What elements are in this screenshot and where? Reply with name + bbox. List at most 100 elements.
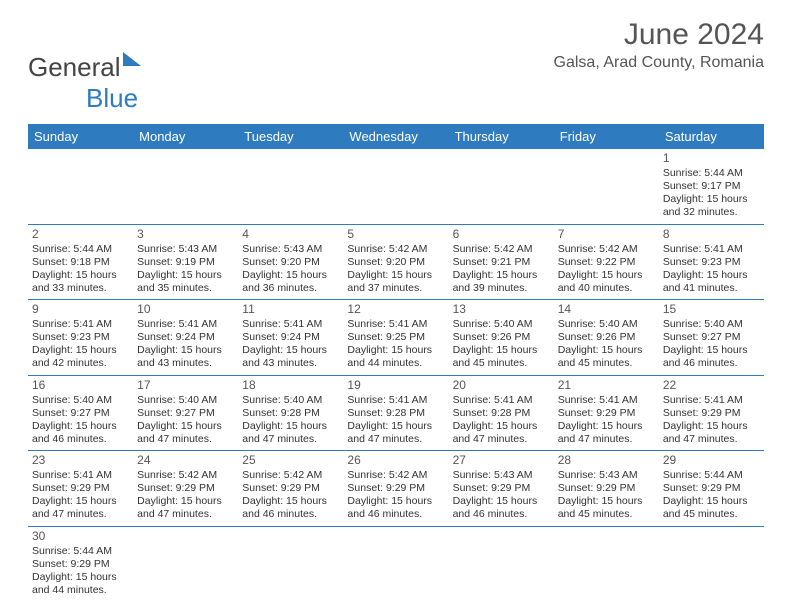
sunrise-text: Sunrise: 5:44 AM bbox=[663, 167, 760, 180]
daylight-text: Daylight: 15 hours and 44 minutes. bbox=[347, 344, 444, 370]
weekday-header: Monday bbox=[133, 124, 238, 149]
day-number: 16 bbox=[32, 378, 129, 393]
sunrise-text: Sunrise: 5:42 AM bbox=[137, 469, 234, 482]
sunset-text: Sunset: 9:24 PM bbox=[137, 331, 234, 344]
sunrise-text: Sunrise: 5:42 AM bbox=[347, 243, 444, 256]
sunset-text: Sunset: 9:29 PM bbox=[242, 482, 339, 495]
calendar-cell: 6Sunrise: 5:42 AMSunset: 9:21 PMDaylight… bbox=[449, 224, 554, 300]
calendar-cell bbox=[238, 526, 343, 601]
daylight-text: Daylight: 15 hours and 47 minutes. bbox=[137, 495, 234, 521]
sunset-text: Sunset: 9:21 PM bbox=[453, 256, 550, 269]
sunset-text: Sunset: 9:19 PM bbox=[137, 256, 234, 269]
calendar-cell: 1Sunrise: 5:44 AMSunset: 9:17 PMDaylight… bbox=[659, 149, 764, 224]
calendar-cell bbox=[554, 526, 659, 601]
day-number: 23 bbox=[32, 453, 129, 468]
day-number: 13 bbox=[453, 302, 550, 317]
day-number: 24 bbox=[137, 453, 234, 468]
sunrise-text: Sunrise: 5:42 AM bbox=[242, 469, 339, 482]
calendar-cell: 11Sunrise: 5:41 AMSunset: 9:24 PMDayligh… bbox=[238, 300, 343, 376]
calendar-cell bbox=[449, 526, 554, 601]
calendar-cell bbox=[449, 149, 554, 224]
sunrise-text: Sunrise: 5:41 AM bbox=[347, 318, 444, 331]
sunset-text: Sunset: 9:22 PM bbox=[558, 256, 655, 269]
calendar-cell: 27Sunrise: 5:43 AMSunset: 9:29 PMDayligh… bbox=[449, 451, 554, 527]
sunrise-text: Sunrise: 5:40 AM bbox=[453, 318, 550, 331]
sunrise-text: Sunrise: 5:43 AM bbox=[558, 469, 655, 482]
daylight-text: Daylight: 15 hours and 47 minutes. bbox=[663, 420, 760, 446]
day-number: 7 bbox=[558, 227, 655, 242]
sunrise-text: Sunrise: 5:41 AM bbox=[32, 318, 129, 331]
calendar-cell bbox=[238, 149, 343, 224]
sunset-text: Sunset: 9:29 PM bbox=[558, 407, 655, 420]
calendar-table: SundayMondayTuesdayWednesdayThursdayFrid… bbox=[28, 124, 764, 601]
calendar-cell: 18Sunrise: 5:40 AMSunset: 9:28 PMDayligh… bbox=[238, 375, 343, 451]
sunrise-text: Sunrise: 5:43 AM bbox=[242, 243, 339, 256]
calendar-cell: 21Sunrise: 5:41 AMSunset: 9:29 PMDayligh… bbox=[554, 375, 659, 451]
location-label: Galsa, Arad County, Romania bbox=[554, 54, 764, 72]
sunset-text: Sunset: 9:18 PM bbox=[32, 256, 129, 269]
sunset-text: Sunset: 9:28 PM bbox=[347, 407, 444, 420]
sunset-text: Sunset: 9:29 PM bbox=[137, 482, 234, 495]
day-number: 25 bbox=[242, 453, 339, 468]
daylight-text: Daylight: 15 hours and 47 minutes. bbox=[558, 420, 655, 446]
weekday-header: Saturday bbox=[659, 124, 764, 149]
sunrise-text: Sunrise: 5:41 AM bbox=[137, 318, 234, 331]
sunset-text: Sunset: 9:29 PM bbox=[453, 482, 550, 495]
day-number: 30 bbox=[32, 529, 129, 544]
sunrise-text: Sunrise: 5:42 AM bbox=[558, 243, 655, 256]
daylight-text: Daylight: 15 hours and 46 minutes. bbox=[347, 495, 444, 521]
day-number: 14 bbox=[558, 302, 655, 317]
sunset-text: Sunset: 9:26 PM bbox=[558, 331, 655, 344]
calendar-cell bbox=[343, 149, 448, 224]
day-number: 20 bbox=[453, 378, 550, 393]
calendar-cell: 29Sunrise: 5:44 AMSunset: 9:29 PMDayligh… bbox=[659, 451, 764, 527]
sunrise-text: Sunrise: 5:41 AM bbox=[32, 469, 129, 482]
day-number: 15 bbox=[663, 302, 760, 317]
title-block: June 2024 Galsa, Arad County, Romania bbox=[554, 18, 764, 72]
sunrise-text: Sunrise: 5:41 AM bbox=[242, 318, 339, 331]
sunset-text: Sunset: 9:27 PM bbox=[663, 331, 760, 344]
day-number: 10 bbox=[137, 302, 234, 317]
day-number: 21 bbox=[558, 378, 655, 393]
day-number: 2 bbox=[32, 227, 129, 242]
day-number: 29 bbox=[663, 453, 760, 468]
sunrise-text: Sunrise: 5:41 AM bbox=[347, 394, 444, 407]
daylight-text: Daylight: 15 hours and 47 minutes. bbox=[137, 420, 234, 446]
daylight-text: Daylight: 15 hours and 46 minutes. bbox=[242, 495, 339, 521]
sunset-text: Sunset: 9:23 PM bbox=[663, 256, 760, 269]
calendar-cell: 10Sunrise: 5:41 AMSunset: 9:24 PMDayligh… bbox=[133, 300, 238, 376]
day-number: 19 bbox=[347, 378, 444, 393]
sunrise-text: Sunrise: 5:41 AM bbox=[663, 243, 760, 256]
calendar-cell: 23Sunrise: 5:41 AMSunset: 9:29 PMDayligh… bbox=[28, 451, 133, 527]
sunrise-text: Sunrise: 5:43 AM bbox=[137, 243, 234, 256]
sunset-text: Sunset: 9:20 PM bbox=[242, 256, 339, 269]
sunrise-text: Sunrise: 5:44 AM bbox=[32, 243, 129, 256]
day-number: 8 bbox=[663, 227, 760, 242]
daylight-text: Daylight: 15 hours and 47 minutes. bbox=[32, 495, 129, 521]
sunset-text: Sunset: 9:27 PM bbox=[32, 407, 129, 420]
sunset-text: Sunset: 9:17 PM bbox=[663, 180, 760, 193]
calendar-cell: 22Sunrise: 5:41 AMSunset: 9:29 PMDayligh… bbox=[659, 375, 764, 451]
daylight-text: Daylight: 15 hours and 45 minutes. bbox=[558, 344, 655, 370]
daylight-text: Daylight: 15 hours and 46 minutes. bbox=[32, 420, 129, 446]
calendar-cell: 15Sunrise: 5:40 AMSunset: 9:27 PMDayligh… bbox=[659, 300, 764, 376]
sunrise-text: Sunrise: 5:42 AM bbox=[347, 469, 444, 482]
day-number: 1 bbox=[663, 151, 760, 166]
sunset-text: Sunset: 9:23 PM bbox=[32, 331, 129, 344]
day-number: 11 bbox=[242, 302, 339, 317]
daylight-text: Daylight: 15 hours and 37 minutes. bbox=[347, 269, 444, 295]
daylight-text: Daylight: 15 hours and 32 minutes. bbox=[663, 193, 760, 219]
day-number: 3 bbox=[137, 227, 234, 242]
daylight-text: Daylight: 15 hours and 47 minutes. bbox=[453, 420, 550, 446]
daylight-text: Daylight: 15 hours and 45 minutes. bbox=[663, 495, 760, 521]
daylight-text: Daylight: 15 hours and 46 minutes. bbox=[663, 344, 760, 370]
daylight-text: Daylight: 15 hours and 41 minutes. bbox=[663, 269, 760, 295]
sunset-text: Sunset: 9:24 PM bbox=[242, 331, 339, 344]
sunrise-text: Sunrise: 5:40 AM bbox=[663, 318, 760, 331]
sunset-text: Sunset: 9:29 PM bbox=[32, 482, 129, 495]
weekday-header: Thursday bbox=[449, 124, 554, 149]
sunset-text: Sunset: 9:27 PM bbox=[137, 407, 234, 420]
calendar-cell: 3Sunrise: 5:43 AMSunset: 9:19 PMDaylight… bbox=[133, 224, 238, 300]
day-number: 17 bbox=[137, 378, 234, 393]
sunrise-text: Sunrise: 5:44 AM bbox=[32, 545, 129, 558]
